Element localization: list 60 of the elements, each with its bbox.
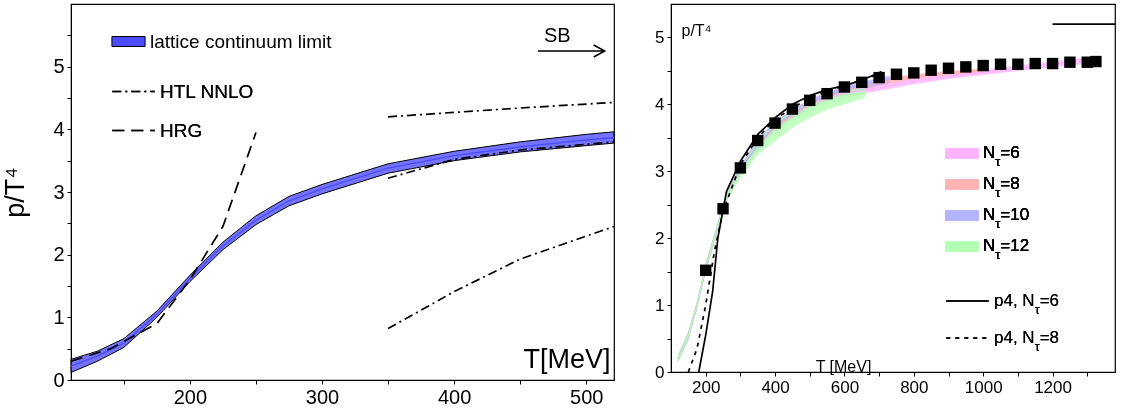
point <box>890 68 903 80</box>
x-tick-label: 1000 <box>964 377 1003 397</box>
point <box>925 64 937 76</box>
point <box>1029 57 1041 70</box>
x-tick-label: 800 <box>900 377 929 397</box>
point <box>977 59 989 72</box>
point <box>942 62 955 74</box>
y-tick-label: 5 <box>655 27 665 47</box>
legend-label: N$_{τ}$=6 <box>983 143 1020 169</box>
point <box>994 58 1007 70</box>
y-axis-title: p/T⁴ <box>0 167 30 218</box>
y-tick-label: 2 <box>53 243 65 266</box>
y-tick-label: 0 <box>655 362 665 382</box>
x-tick-label: 200 <box>173 385 208 408</box>
point <box>769 117 781 129</box>
y-tick-label: 0 <box>53 368 65 391</box>
point <box>1090 55 1102 68</box>
point <box>786 103 799 115</box>
point <box>1064 56 1076 68</box>
y-tick-label: 4 <box>655 94 665 114</box>
legend-label: lattice continuum limit <box>150 30 333 52</box>
x-tick-label: 400 <box>437 385 472 408</box>
point <box>821 87 833 100</box>
legend-label: HRG <box>160 119 203 141</box>
legend-label: p4, N$_{τ}$=6 <box>994 290 1060 317</box>
legend-label: HTL NNLO <box>160 80 254 102</box>
point <box>804 94 816 107</box>
x-axis-title: T [MeV] <box>815 357 872 375</box>
x-tick-label: 500 <box>570 385 604 408</box>
point <box>856 76 868 88</box>
point <box>752 134 764 147</box>
legend-label: N$_{τ}$=10 <box>983 205 1030 231</box>
y-tick-label: 1 <box>655 295 665 315</box>
x-tick-label: 200 <box>692 377 721 397</box>
y-tick-label: 4 <box>53 117 65 140</box>
y-tick-label: 1 <box>53 305 65 328</box>
legend-label: p4, N$_{τ}$=8 <box>994 327 1060 354</box>
point <box>699 264 712 276</box>
y-tick-label: 2 <box>655 228 665 248</box>
y-tick-label: 5 <box>53 55 65 78</box>
point <box>838 81 851 93</box>
point <box>1012 58 1024 70</box>
x-tick-label: 600 <box>830 377 860 397</box>
point <box>1046 57 1059 70</box>
y-tick-label: 3 <box>655 161 665 181</box>
x-tick-label: 1200 <box>1034 377 1072 397</box>
x-tick-label: 300 <box>305 385 340 408</box>
point <box>717 203 729 215</box>
annotation: SB <box>544 24 571 46</box>
point <box>873 71 885 84</box>
y-axis-title: p/T⁴ <box>681 21 712 39</box>
point <box>908 67 920 79</box>
x-tick-label: 400 <box>761 377 790 397</box>
legend-label: N$_{τ}$=8 <box>983 174 1020 200</box>
legend-label: N$_{τ}$=12 <box>983 236 1030 262</box>
y-tick-label: 3 <box>53 180 65 203</box>
line-series <box>387 101 615 118</box>
x-axis-title: T[MeV] <box>523 343 611 374</box>
point <box>960 61 972 73</box>
point <box>734 162 747 174</box>
